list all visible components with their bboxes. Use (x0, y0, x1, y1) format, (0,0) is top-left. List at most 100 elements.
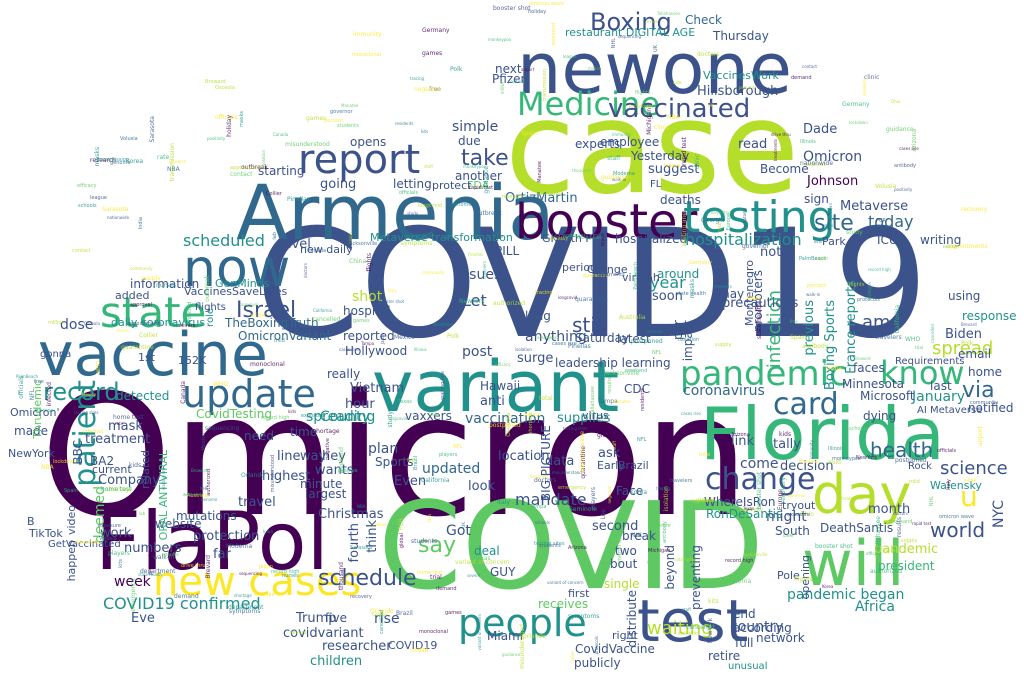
word-experts: experts (575, 137, 621, 151)
tiny-word: recovery (780, 477, 787, 504)
word-science: science (940, 458, 1008, 479)
tiny-word: approval (130, 302, 152, 308)
word-location: look (468, 479, 496, 494)
tiny-word: study (846, 229, 863, 236)
tiny-word: Michigan (867, 282, 872, 300)
tiny-word: percent (807, 283, 827, 289)
tiny-word: officials (215, 114, 238, 121)
word-hospitalized: hospitalized (615, 232, 688, 246)
tiny-word: Spain (521, 130, 538, 137)
tiny-word: waiting line (440, 371, 446, 400)
tiny-word: Spain (790, 334, 807, 341)
tiny-word: cases rise (339, 347, 359, 352)
word-long: anything (525, 329, 587, 345)
word-rock: faces (853, 361, 885, 375)
tiny-word: free (34, 379, 44, 385)
tiny-word: treatments (773, 139, 778, 162)
tiny-word: officials (937, 448, 957, 454)
tiny-word: thousand (889, 519, 913, 525)
tiny-word: California (894, 305, 901, 334)
tiny-word: California (421, 477, 450, 484)
tiny-word: games (422, 50, 443, 57)
tiny-word: million (373, 522, 387, 527)
tiny-word: Pinellas (287, 196, 310, 203)
tiny-word: governor (330, 109, 353, 115)
word-link: link (731, 434, 754, 449)
tiny-word: students (539, 543, 561, 549)
word-writing: ICU (877, 233, 898, 247)
tiny-word: Osceola (84, 321, 100, 326)
tiny-word: Mexico (394, 334, 415, 341)
word-medicine: Medicine (517, 85, 660, 123)
tiny-word: Georgia (701, 217, 725, 224)
tiny-word: travelers (714, 284, 732, 289)
word-omicronvariant: OmicronVariant (238, 329, 332, 343)
word-cdc: CDC (624, 382, 650, 396)
tiny-word: governor (523, 412, 542, 417)
tiny-word: lab (407, 458, 415, 464)
word-vaccinated: vaccinated (608, 94, 751, 124)
word-president: pandemic (874, 542, 939, 557)
word-yesterday: Yesterday (631, 149, 690, 163)
word-theboxingtruth: TheBoxingTruth (225, 316, 319, 330)
tiny-word: isolation (515, 347, 532, 352)
tiny-word: airport (815, 256, 829, 261)
word-hour: Vietnam (350, 381, 405, 396)
tiny-word: misunderstood (285, 141, 330, 148)
tiny-word: Tallahassee (875, 516, 882, 551)
word-newyork: TikTok (29, 527, 63, 540)
word-test: test (637, 587, 749, 655)
word-related: deemed (92, 486, 108, 544)
word-plan: NYC (991, 500, 1007, 529)
tiny-word: rate (157, 154, 170, 161)
tiny-word: PCR (876, 218, 886, 224)
word-vaccinessavelives: GenMinds (215, 277, 270, 290)
word-researcher: Miami (487, 629, 524, 643)
tiny-word: shortage (528, 412, 534, 435)
tiny-word: NewYork (459, 298, 485, 305)
tiny-word: contact (72, 248, 91, 254)
tiny-word: exposure (787, 512, 810, 518)
word-first: single (604, 577, 640, 591)
word-omicron-2: Omicron (803, 149, 863, 165)
word-covid19: COVID19 (255, 198, 929, 372)
tiny-word: cases rise (681, 411, 701, 416)
word-month: month (868, 502, 911, 517)
tiny-word: NFL (453, 444, 463, 450)
tiny-word: Lee (783, 532, 794, 539)
word-end: end (733, 607, 756, 621)
word-email: email (958, 347, 992, 361)
tiny-word: Manatee (341, 103, 359, 108)
word-using: last (930, 379, 952, 393)
tiny-word: total (539, 395, 553, 402)
tiny-word: trial (647, 560, 655, 565)
tiny-word: weekend (551, 23, 557, 46)
tiny-word: severe (290, 630, 307, 636)
word-latest: long (525, 309, 551, 323)
tiny-word: testing sites (577, 235, 602, 240)
tiny-word: PCR (398, 518, 405, 530)
tiny-word: total (747, 295, 761, 302)
word-bout: two (615, 544, 637, 558)
word-detected: detected (116, 389, 170, 403)
word-deemed: B (27, 515, 35, 528)
tiny-word: Volusia (120, 136, 138, 142)
tiny-word: free (790, 319, 798, 324)
tiny-word: recovery (961, 206, 988, 213)
tiny-word: walk-in (806, 292, 821, 297)
tiny-word: travelers (875, 334, 902, 341)
tiny-word: transmission (542, 69, 548, 101)
tiny-word: infected (83, 429, 104, 435)
tiny-word: Mexico (201, 433, 207, 451)
tiny-word: variant of concern (547, 580, 584, 585)
word-day: day (812, 463, 912, 526)
tiny-word: NBA (41, 464, 54, 471)
word-last: note (760, 245, 790, 260)
tiny-word: lockdown (53, 459, 77, 465)
word-thrudemic: VaccinesSaveLives (184, 285, 288, 298)
tiny-word: monkeypox (832, 456, 861, 462)
word-full: retire (708, 649, 741, 663)
tiny-word: Spain (64, 488, 78, 494)
tiny-word: walk-in (153, 554, 175, 561)
tiny-word: WHO (905, 336, 921, 343)
